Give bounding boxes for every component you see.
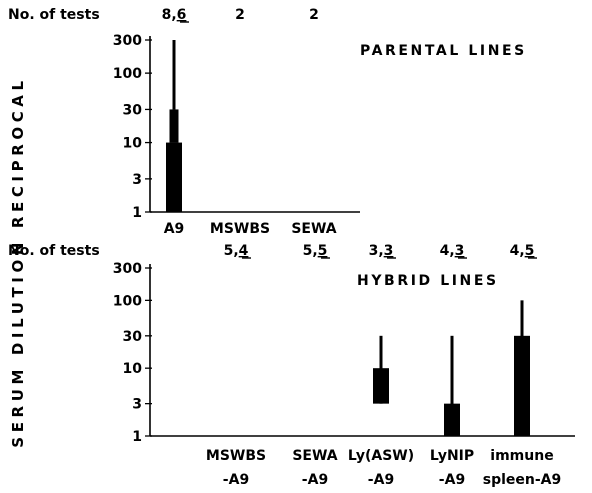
range-thick bbox=[514, 335, 530, 436]
y-tick-label: 30 bbox=[123, 102, 143, 118]
range-thick bbox=[444, 403, 460, 436]
tests-count-a: 2 bbox=[309, 7, 319, 23]
category-label-2: -A9 bbox=[302, 472, 328, 488]
category-label: LyNIP bbox=[430, 448, 474, 464]
tests-count-b: 3 bbox=[455, 243, 465, 259]
y-tick-label: 300 bbox=[113, 261, 142, 277]
tests-count: 4,5 bbox=[510, 243, 535, 259]
tests-count-a: 2 bbox=[235, 7, 245, 23]
y-tick-label: 1 bbox=[132, 205, 142, 221]
range-thin bbox=[450, 335, 454, 436]
tests-count-b: 4 bbox=[239, 243, 249, 259]
y-tick-label: 3 bbox=[132, 172, 142, 188]
top-panel: 1 3 10 30 100 300 PARENTAL LINES No. of tests 8,… bbox=[8, 7, 527, 237]
category-label-2: -A9 bbox=[223, 472, 249, 488]
y-tick-label: 10 bbox=[123, 361, 143, 377]
category-label: A9 bbox=[164, 221, 185, 237]
tests-count-a: 5, bbox=[303, 243, 318, 259]
y-tick-label: 30 bbox=[123, 329, 143, 345]
tests-count: 5,4 bbox=[224, 243, 249, 259]
range-mid bbox=[169, 109, 179, 143]
category-label: MSWBS bbox=[210, 221, 270, 237]
tests-count: 2 bbox=[235, 7, 245, 23]
category-label: immune bbox=[490, 448, 553, 464]
category-label: Ly(ASW) bbox=[348, 448, 414, 464]
top-panel-title: PARENTAL LINES bbox=[360, 43, 527, 59]
category-label-2: -A9 bbox=[439, 472, 465, 488]
tests-count: 4,3 bbox=[440, 243, 465, 259]
y-tick-label: 300 bbox=[113, 33, 142, 49]
tests-count-b: 5 bbox=[525, 243, 535, 259]
tests-count-b: 3 bbox=[384, 243, 394, 259]
tests-label: No. of tests bbox=[8, 7, 100, 23]
category-label: MSWBS bbox=[206, 448, 266, 464]
tests-count: 3,3 bbox=[369, 243, 394, 259]
tests-label: No. of tests bbox=[8, 243, 100, 259]
category-label-2: spleen-A9 bbox=[483, 472, 562, 488]
tests-count-b: 6 bbox=[177, 7, 187, 23]
y-tick-label: 100 bbox=[113, 293, 142, 309]
category-label: SEWA bbox=[291, 221, 336, 237]
category-label: SEWA bbox=[292, 448, 337, 464]
tests-count-a: 4, bbox=[440, 243, 455, 259]
y-tick-label: 3 bbox=[132, 397, 142, 413]
y-tick-label: 1 bbox=[132, 429, 142, 445]
range-thick bbox=[373, 368, 389, 404]
tests-count: 2 bbox=[309, 7, 319, 23]
range-thick bbox=[166, 142, 182, 212]
y-tick-label: 10 bbox=[123, 136, 143, 152]
bottom-panel-title: HYBRID LINES bbox=[357, 273, 499, 289]
tests-count: 5,5 bbox=[303, 243, 328, 259]
tests-count-a: 8, bbox=[162, 7, 177, 23]
tests-count: 8,6 bbox=[162, 7, 187, 23]
y-tick-label: 100 bbox=[113, 66, 142, 82]
y-axis-label: SERUM DILUTION RECIPROCAL bbox=[9, 76, 27, 447]
panels: 1 3 10 30 100 300 PARENTAL LINES No. of tests 8,… bbox=[8, 7, 575, 488]
tests-count-b: 5 bbox=[318, 243, 328, 259]
tests-count-a: 3, bbox=[369, 243, 384, 259]
tests-count-a: 4, bbox=[510, 243, 525, 259]
category-label-2: -A9 bbox=[368, 472, 394, 488]
tests-count-a: 5, bbox=[224, 243, 239, 259]
range-thin bbox=[172, 40, 176, 110]
